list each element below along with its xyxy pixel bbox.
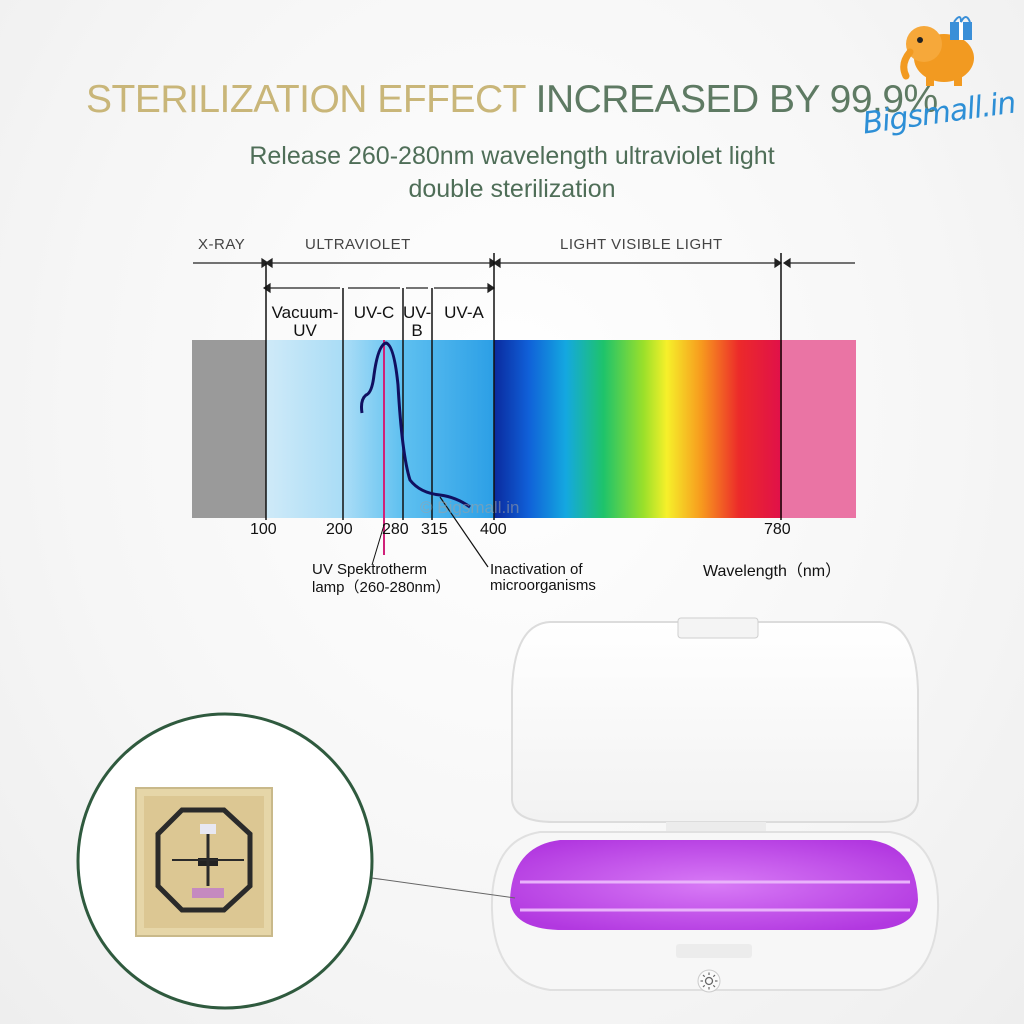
watermark: © Bigsmall.in: [420, 498, 520, 517]
headline: STERILIZATION EFFECT INCREASED BY 99.9%: [86, 78, 938, 122]
region-label-visible: LIGHT VISIBLE LIGHT: [560, 236, 723, 253]
spectrum-diagram: [192, 253, 856, 568]
inactivation-note-line-1: Inactivation of: [490, 561, 583, 578]
inactivation-note-line-2: microorganisms: [490, 577, 596, 594]
band-label-uvb-2: B: [411, 321, 423, 340]
region-label-xray: X-RAY: [198, 236, 246, 253]
headline-part-1: STERILIZATION EFFECT: [86, 78, 536, 121]
uv-led-chip-icon: [76, 712, 374, 1010]
uv-sterilizer-box: [490, 617, 940, 993]
sun-icon[interactable]: [699, 971, 719, 991]
band-label-vacuum-uv-1: Vacuum-: [271, 303, 339, 322]
tick-label-315: 315: [421, 521, 448, 538]
tick-label-400: 400: [480, 521, 507, 538]
band-label-uva: UV-A: [444, 303, 484, 322]
subtitle-line-1: Release 260-280nm wavelength ultraviolet…: [249, 142, 775, 170]
subtitle-line-2: double sterilization: [408, 175, 616, 203]
lamp-note-line-2: lamp（260-280nm）: [312, 579, 451, 596]
lamp-note-line-1: UV Spektrotherm: [312, 561, 428, 578]
headline-part-2: INCREASED BY 99.9%: [535, 78, 939, 121]
band-label-uvb-1: UV-: [403, 303, 432, 322]
elephant-gift-icon: [900, 16, 974, 86]
tick-label-280: 280: [382, 521, 409, 538]
tick-label-100: 100: [250, 521, 277, 538]
band-label-uvc: UV-C: [353, 303, 395, 322]
band-label-vacuum-uv-2: UV: [293, 321, 317, 340]
tick-label-780: 780: [764, 521, 791, 538]
region-label-ultraviolet: ULTRAVIOLET: [305, 236, 411, 253]
wavelength-label: Wavelength（nm）: [703, 563, 842, 580]
tick-label-200: 200: [326, 521, 353, 538]
